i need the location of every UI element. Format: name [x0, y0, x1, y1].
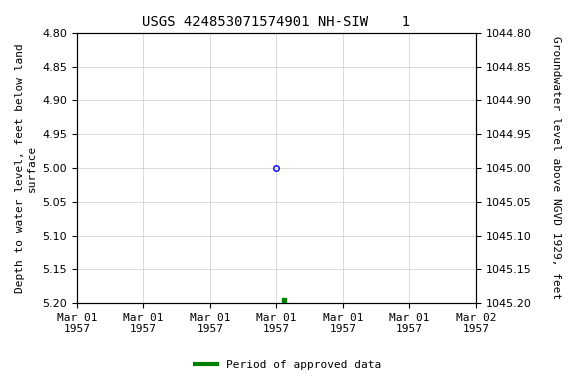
Y-axis label: Depth to water level, feet below land
surface: Depth to water level, feet below land su… [15, 43, 37, 293]
Y-axis label: Groundwater level above NGVD 1929, feet: Groundwater level above NGVD 1929, feet [551, 36, 561, 300]
Legend: Period of approved data: Period of approved data [191, 356, 385, 375]
Title: USGS 424853071574901 NH-SIW    1: USGS 424853071574901 NH-SIW 1 [142, 15, 410, 29]
